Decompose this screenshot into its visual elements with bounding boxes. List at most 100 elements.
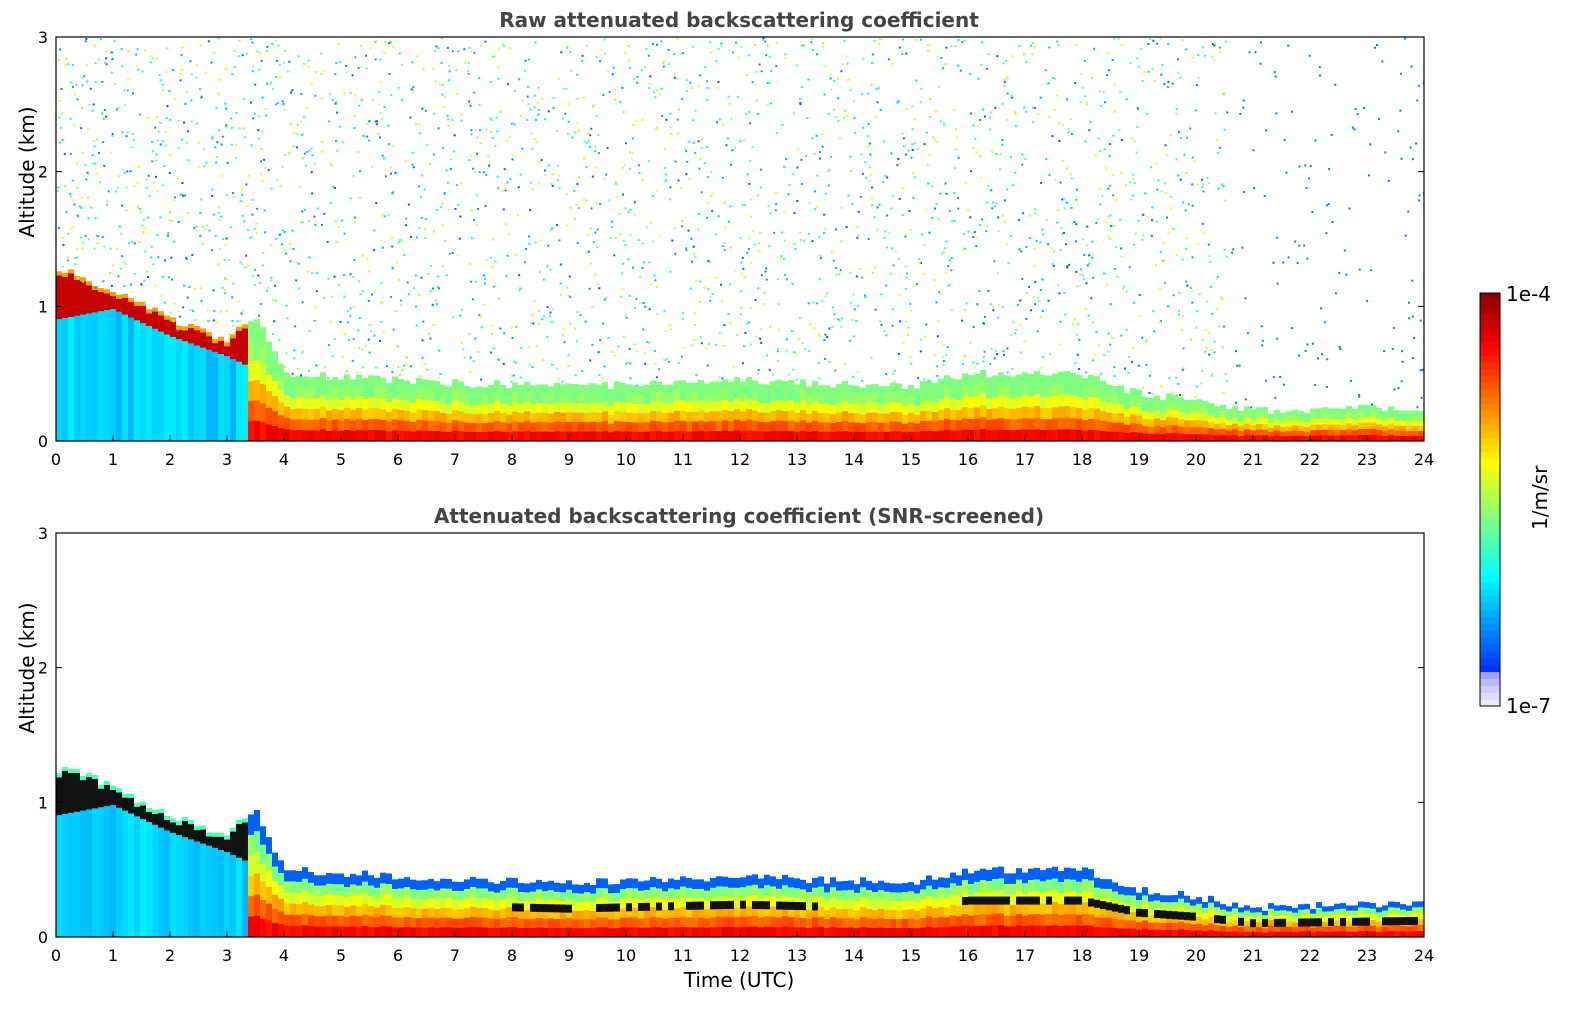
heatmap-cell (248, 341, 254, 363)
heatmap-cell (1232, 406, 1238, 414)
heatmap-noise (497, 48, 500, 51)
heatmap-cell (1370, 416, 1376, 424)
heatmap-noise (1224, 40, 1227, 43)
heatmap-noise (1091, 321, 1094, 324)
heatmap-cell (188, 820, 194, 825)
heatmap-column (326, 93, 334, 441)
heatmap-noise (718, 376, 721, 379)
heatmap-cell (890, 402, 896, 413)
heatmap-cell (1292, 435, 1298, 441)
heatmap-column (644, 880, 650, 937)
heatmap-noise (879, 320, 882, 323)
heatmap-noise (542, 315, 545, 318)
heatmap-noise (489, 117, 492, 120)
heatmap-noise (866, 145, 869, 148)
heatmap-noise (1411, 315, 1414, 318)
heatmap-noise (720, 45, 723, 48)
heatmap-noise (622, 110, 625, 113)
heatmap-cell (104, 289, 110, 294)
heatmap-noise (653, 350, 656, 353)
heatmap-noise (126, 89, 129, 92)
heatmap-cell (446, 395, 452, 406)
heatmap-noise (843, 363, 846, 366)
heatmap-noise (760, 341, 763, 344)
heatmap-cell (1028, 396, 1034, 409)
heatmap-noise (1246, 332, 1249, 335)
heatmap-noise (74, 257, 77, 260)
heatmap-cell (1190, 420, 1196, 429)
heatmap-noise (619, 295, 622, 298)
heatmap-noise (424, 237, 427, 240)
heatmap-column (68, 63, 76, 441)
heatmap-noise (116, 186, 119, 189)
heatmap-noise (938, 290, 941, 293)
heatmap-column (620, 879, 626, 937)
heatmap-cell (152, 813, 158, 825)
heatmap-noise (1179, 178, 1182, 181)
heatmap-noise (406, 281, 409, 284)
heatmap-cell (1124, 400, 1130, 410)
heatmap-noise (565, 193, 568, 196)
heatmap-noise (66, 63, 69, 66)
heatmap-cell (584, 910, 590, 921)
heatmap-noise (263, 209, 266, 212)
heatmap-noise (479, 142, 482, 145)
heatmap-cell (488, 384, 494, 396)
heatmap-noise (1052, 265, 1055, 268)
heatmap-noise (1254, 51, 1257, 54)
heatmap-noise (204, 228, 207, 231)
heatmap-noise (111, 132, 114, 135)
heatmap-noise (983, 350, 986, 353)
heatmap-noise (1032, 42, 1035, 45)
heatmap-noise (349, 197, 352, 200)
heatmap-cell (1076, 396, 1082, 409)
heatmap-noise (438, 287, 441, 290)
heatmap-noise (163, 165, 166, 168)
heatmap-noise (682, 346, 685, 349)
heatmap-column (338, 873, 344, 937)
heatmap-noise (823, 93, 826, 96)
heatmap-cell (470, 886, 476, 898)
heatmap-cell (1238, 415, 1244, 422)
heatmap-noise (71, 179, 74, 182)
heatmap-noise (125, 135, 128, 138)
heatmap-noise (1177, 313, 1180, 316)
heatmap-noise (302, 115, 305, 118)
heatmap-noise (390, 172, 393, 175)
heatmap-noise (133, 242, 136, 245)
heatmap-noise (260, 59, 263, 62)
heatmap-cell (416, 899, 422, 910)
heatmap-noise (579, 314, 582, 317)
heatmap-noise (969, 216, 972, 219)
heatmap-noise (765, 54, 768, 57)
heatmap-noise (668, 63, 671, 66)
heatmap-noise (567, 103, 570, 106)
heatmap-noise (1006, 92, 1009, 95)
heatmap-noise (102, 117, 105, 120)
heatmap-cell (806, 422, 812, 433)
heatmap-cell (350, 410, 356, 422)
heatmap-noise (785, 157, 788, 160)
heatmap-noise (333, 275, 336, 278)
heatmap-noise (123, 285, 126, 288)
heatmap-column (314, 71, 320, 441)
heatmap-noise (528, 235, 531, 238)
heatmap-cell (860, 423, 866, 434)
heatmap-noise (867, 237, 870, 240)
heatmap-noise (589, 359, 592, 362)
heatmap-noise (693, 312, 696, 315)
heatmap-cell (1412, 420, 1418, 427)
heatmap-noise (1172, 294, 1175, 297)
heatmap-column (626, 45, 634, 441)
heatmap-noise (231, 296, 234, 299)
heatmap-noise (902, 137, 905, 140)
heatmap-noise (81, 151, 84, 154)
heatmap-noise (148, 195, 151, 198)
heatmap-cell (1388, 423, 1394, 431)
heatmap-noise (1242, 106, 1245, 109)
heatmap-cell (374, 430, 380, 441)
heatmap-cell (506, 907, 512, 919)
heatmap-noise (898, 162, 901, 165)
heatmap-noise (301, 351, 304, 354)
heatmap-noise (975, 245, 978, 248)
